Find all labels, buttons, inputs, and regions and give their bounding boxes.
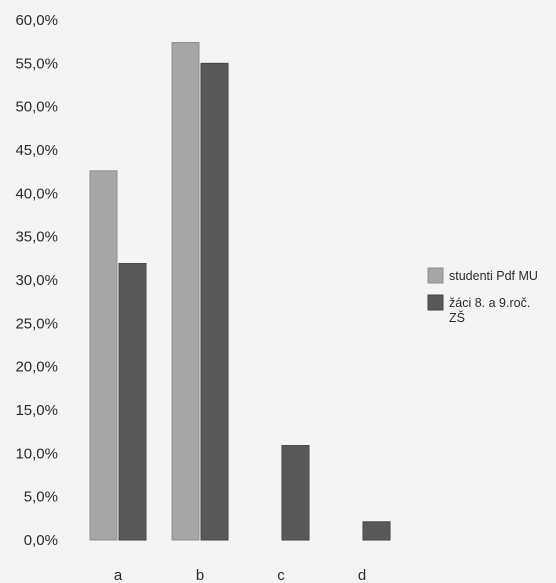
- x-tick-label: b: [196, 567, 204, 583]
- y-tick-label: 25,0%: [15, 315, 58, 332]
- x-tick-label: d: [358, 567, 366, 583]
- y-tick-label: 55,0%: [15, 55, 58, 72]
- legend-label: ZŠ: [449, 310, 465, 325]
- y-tick-label: 15,0%: [15, 402, 58, 419]
- legend-label: žáci 8. a 9.roč.: [449, 296, 530, 310]
- y-tick-label: 40,0%: [15, 185, 58, 202]
- legend: studenti Pdf MU žáci 8. a 9.roč.ZŠ: [427, 267, 538, 325]
- y-tick-label: 10,0%: [15, 445, 58, 462]
- x-tick-label: a: [114, 567, 123, 583]
- x-tick-label: c: [277, 567, 285, 583]
- y-tick-label: 45,0%: [15, 142, 58, 159]
- y-tick-label: 20,0%: [15, 359, 58, 376]
- bars: [89, 42, 391, 541]
- bar-studenti-b: [171, 42, 200, 541]
- bar-zaci-d: [362, 521, 391, 541]
- x-axis: a b c d: [114, 567, 366, 583]
- y-tick-label: 0,0%: [24, 532, 58, 549]
- bar-studenti-a: [89, 170, 118, 541]
- bar-zaci-c: [281, 445, 310, 541]
- legend-swatch-zaci: [427, 294, 444, 311]
- y-tick-label: 35,0%: [15, 229, 58, 246]
- y-axis: 0,0% 5,0% 10,0% 15,0% 20,0% 25,0% 30,0% 35,0% 40…: [15, 12, 58, 549]
- bar-zaci-a: [118, 263, 147, 541]
- legend-label: studenti Pdf MU: [449, 269, 538, 283]
- y-tick-label: 5,0%: [24, 489, 58, 506]
- y-tick-label: 60,0%: [15, 12, 58, 29]
- legend-swatch-studenti: [427, 267, 444, 284]
- bar-zaci-b: [200, 62, 229, 541]
- y-tick-label: 50,0%: [15, 99, 58, 116]
- y-tick-label: 30,0%: [15, 272, 58, 289]
